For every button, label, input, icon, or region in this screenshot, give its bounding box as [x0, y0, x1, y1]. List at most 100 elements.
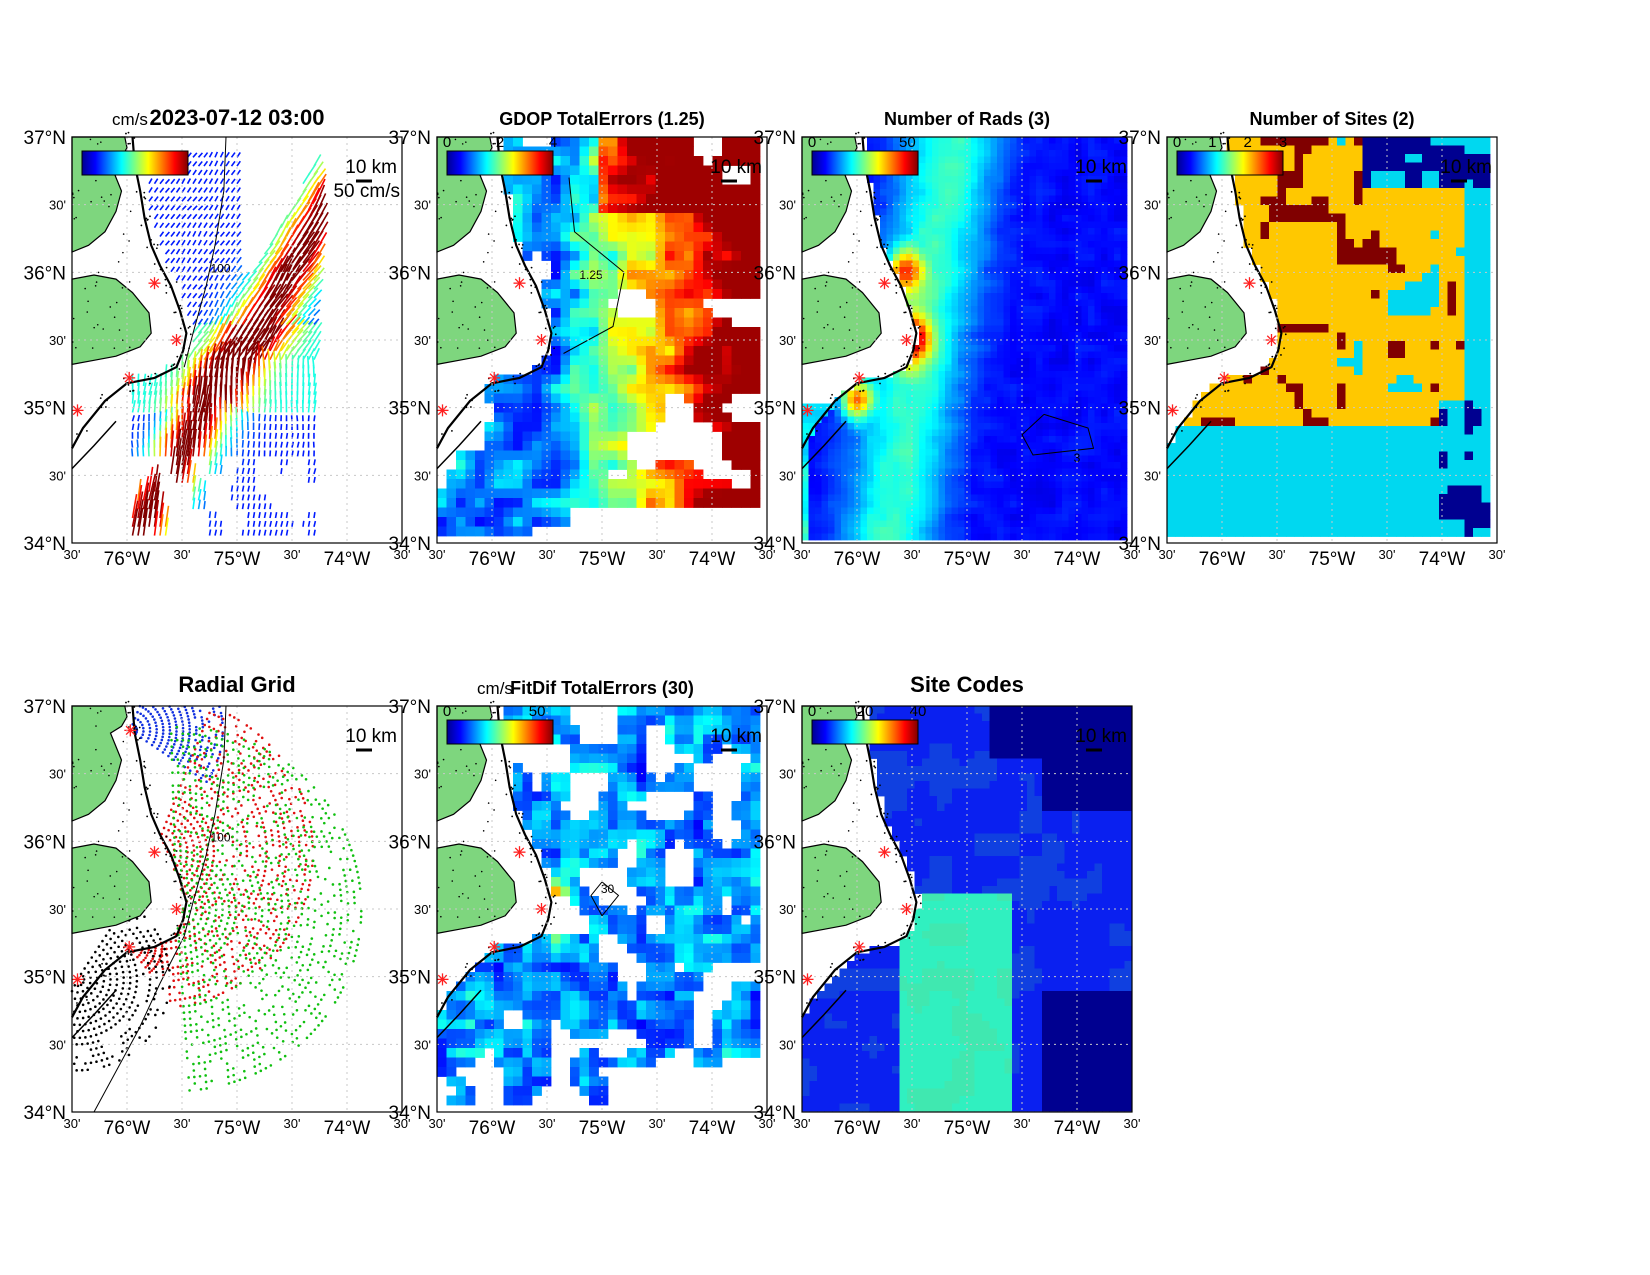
field-cell: [1055, 221, 1063, 229]
field-cell: [964, 156, 972, 164]
vector-arrow: [247, 276, 259, 290]
vector-arrow: [230, 494, 234, 501]
coast-dot: [873, 196, 876, 199]
field-cell: [1081, 234, 1089, 242]
field-cell: [1075, 156, 1082, 164]
field-cell: [627, 270, 637, 280]
field-cell: [484, 526, 495, 537]
field-cell: [674, 317, 685, 328]
field-cell: [703, 175, 713, 185]
field-cell: [886, 468, 894, 476]
vector-arrow: [269, 432, 272, 439]
vector-arrow: [186, 205, 193, 211]
field-cell: [646, 260, 656, 271]
vector-arrow: [302, 295, 314, 308]
vector-arrow: [186, 301, 192, 308]
field-cell: [958, 137, 965, 144]
field-cell: [880, 208, 887, 216]
field-cell: [964, 163, 972, 170]
field-cell: [873, 208, 881, 216]
vector-arrow: [197, 178, 203, 185]
field-cell: [977, 397, 985, 404]
coast-dot: [876, 219, 879, 221]
field-cell: [945, 286, 952, 294]
field-cell: [693, 403, 704, 413]
field-cell: [893, 137, 900, 144]
field-cell: [484, 498, 495, 508]
field-cell: [627, 241, 637, 252]
field-cell: [1016, 208, 1024, 216]
field-cell: [1029, 527, 1037, 534]
field-cell: [541, 298, 552, 309]
field-cell: [1003, 241, 1011, 248]
vector-arrow: [236, 151, 241, 158]
vector-arrow: [263, 316, 278, 343]
coast-dot: [460, 281, 463, 283]
field-cell: [617, 232, 628, 242]
field-cell: [958, 195, 965, 203]
field-cell: [1036, 189, 1043, 196]
field-cell: [560, 327, 571, 337]
field-cell: [990, 234, 998, 242]
field-cell: [951, 371, 959, 378]
field-cell: [608, 441, 618, 451]
field-cell: [627, 222, 637, 233]
field-cell: [494, 412, 504, 423]
field-cell: [925, 377, 933, 385]
field-cell: [1068, 462, 1076, 469]
field-cell: [1081, 221, 1089, 229]
field-cell: [627, 355, 637, 366]
field-cell: [560, 412, 571, 423]
field-cell: [958, 254, 965, 261]
field-cell: [1010, 332, 1017, 339]
field-cell: [1107, 293, 1115, 300]
coast-dot: [75, 216, 77, 219]
field-cell: [646, 336, 656, 347]
field-cell: [847, 507, 855, 515]
field-cell: [847, 410, 855, 417]
field-cell: [899, 527, 907, 534]
field-cell: [932, 501, 939, 508]
field-cell: [899, 247, 907, 255]
field-cell: [919, 312, 926, 320]
vector-arrow: [214, 529, 218, 536]
field-cell: [990, 208, 998, 216]
vector-arrow: [159, 436, 162, 457]
vector-arrow: [274, 450, 278, 457]
coast-dot: [179, 304, 182, 307]
field-cell: [1120, 228, 1128, 235]
field-cell: [1003, 520, 1011, 528]
field-cell: [925, 501, 933, 508]
vector-arrow: [252, 431, 255, 439]
field-cell: [1088, 449, 1095, 456]
field-cell: [503, 479, 514, 489]
field-cell: [551, 384, 561, 394]
field-cell: [977, 169, 985, 177]
field-cell: [1075, 221, 1082, 229]
coast-dot: [508, 196, 511, 199]
field-cell: [906, 410, 913, 417]
vector-arrow: [142, 476, 150, 501]
field-cell: [1023, 520, 1030, 528]
field-cell: [925, 182, 933, 190]
coast-dot: [915, 354, 917, 356]
field-cell: [997, 293, 1004, 300]
field-cell: [821, 494, 829, 502]
field-cell: [802, 423, 809, 430]
field-cell: [899, 280, 907, 287]
field-cell: [722, 232, 732, 242]
field-cell: [1081, 351, 1089, 359]
coast-dot: [121, 339, 124, 341]
field-cell: [617, 431, 628, 442]
field-cell: [731, 460, 742, 470]
vector-arrow: [164, 204, 170, 211]
field-cell: [925, 293, 933, 300]
field-cell: [932, 481, 939, 489]
vector-arrow: [153, 222, 159, 229]
field-cell: [990, 527, 998, 534]
field-cell: [945, 299, 952, 307]
field-cell: [1042, 533, 1050, 541]
field-cell: [665, 270, 675, 280]
field-cell: [808, 475, 816, 482]
field-cell: [997, 156, 1004, 164]
